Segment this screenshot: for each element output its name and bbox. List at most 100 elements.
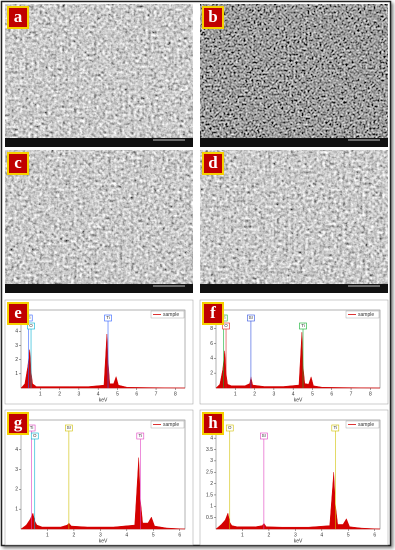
x-tick-label: 7 [350,391,353,397]
legend-label: sample [358,312,374,318]
y-tick-label: 8 [210,326,213,332]
x-tick-label: 5 [116,391,119,397]
legend-box [345,310,380,319]
spectrum-panel [199,409,389,546]
y-tick-label: 3 [15,343,18,349]
x-tick-label: 6 [178,532,181,538]
spectrum-area [215,332,381,389]
element-tag [260,432,268,440]
sem-info-bar [200,284,388,293]
y-tick-label: 2.5 [206,470,213,476]
element-label: O [228,425,232,430]
y-tick-label: 1 [15,371,18,377]
sem-info-bar [5,284,193,293]
panel-label-box [202,412,224,435]
y-tick-label: 3.5 [206,447,213,453]
x-axis-label: keV [99,397,108,403]
element-label: Sr [67,425,72,430]
panel-label: a [14,7,23,26]
panel-label: d [208,153,218,172]
legend-box [150,310,185,319]
element-label: O [29,323,33,328]
panel-label-box [7,412,29,435]
element-tag [27,322,35,330]
x-tick-label: 4 [320,532,323,538]
element-label: Ti [301,323,305,328]
y-tick-label: 2 [15,357,18,363]
sem-info-bar [5,138,193,147]
x-tick-label: 1 [46,532,49,538]
x-tick-label: 1 [234,391,237,397]
panel-label-box [7,152,29,175]
element-label: Ti [106,315,110,320]
x-tick-label: 8 [174,391,177,397]
x-tick-label: 3 [272,391,275,397]
x-tick-label: 6 [135,391,138,397]
x-tick-label: 2 [58,391,61,397]
spectrum-panel [4,409,194,546]
element-tag [136,432,145,440]
element-tag [331,424,340,432]
x-tick-label: 5 [152,532,155,538]
panel-label: b [208,7,217,26]
spectrum-area [20,457,186,530]
element-tag [104,314,112,322]
legend-label: sample [163,312,179,318]
element-tag [247,314,255,322]
element-tag [225,424,234,432]
x-tick-label: 1 [39,391,42,397]
sem-image [200,150,388,293]
y-tick-label: 2 [210,481,213,487]
y-tick-label: 3 [15,467,18,473]
element-label: Sr [249,315,254,320]
element-label: Ti [333,425,337,430]
y-tick-label: 0.5 [206,515,213,521]
legend-box [345,420,380,429]
legend-label: sample [163,422,179,428]
y-tick-label: 6 [210,341,213,347]
x-tick-label: 2 [253,391,256,397]
x-tick-label: 8 [369,391,372,397]
spectrum-area [20,334,186,389]
x-tick-label: 4 [97,391,100,397]
x-axis-label: keV [294,397,303,403]
sem-info-bar [200,138,388,147]
element-tag [222,322,230,330]
panel-label: f [210,303,216,322]
y-tick-label: 1 [210,504,213,510]
x-tick-label: 6 [330,391,333,397]
y-tick-label: 1.5 [206,492,213,498]
y-tick-label: 4 [210,435,213,441]
x-tick-label: 4 [125,532,128,538]
panel-label-box [202,6,224,29]
element-label: Ti [30,425,34,430]
panel-label: h [208,413,218,432]
spectrum-area [215,472,381,530]
panel-label-box [7,6,29,29]
sem-image [5,150,193,293]
panel-label: e [14,303,22,322]
sem-image [5,4,193,147]
x-tick-label: 5 [347,532,350,538]
element-label: O [33,433,37,438]
x-tick-label: 2 [268,532,271,538]
panel-label: c [14,153,22,172]
y-tick-label: 2 [15,487,18,493]
sem-image [200,4,388,147]
panel-label-box [202,152,224,175]
panel-label-box [202,302,224,325]
x-tick-label: 3 [294,532,297,538]
y-tick-label: 4 [15,329,18,335]
y-tick-label: 4 [210,356,213,362]
x-tick-label: 3 [99,532,102,538]
y-tick-label: 2 [210,370,213,376]
x-tick-label: 3 [77,391,80,397]
legend-label: sample [358,422,374,428]
x-axis-label: keV [294,538,303,544]
panel-label-box [7,302,29,325]
x-tick-label: 4 [292,391,295,397]
element-label: Sr [262,433,267,438]
element-tag [30,432,39,440]
y-tick-label: 4 [15,447,18,453]
